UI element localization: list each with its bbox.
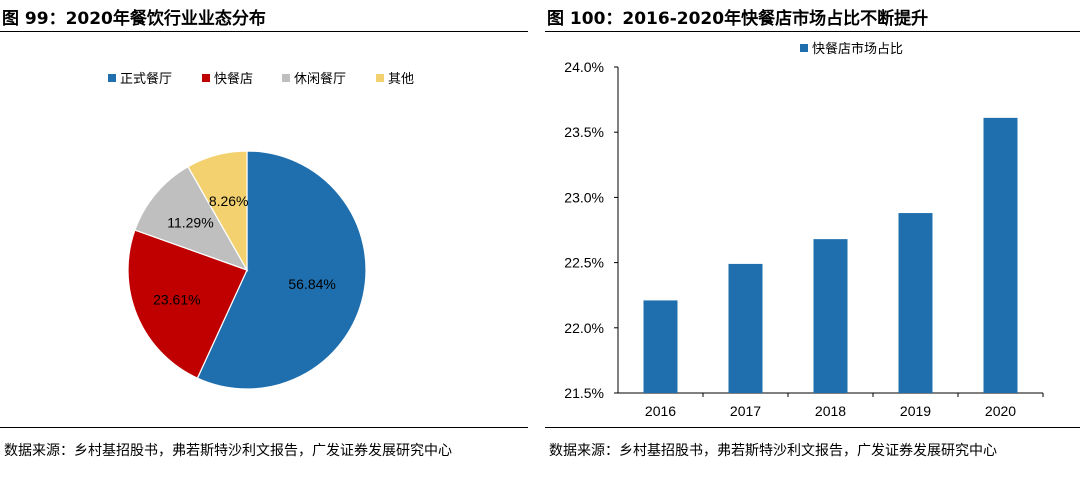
- right-top-rule: [545, 31, 1080, 32]
- right-chart-title: 图 100：2016-2020年快餐店市场占比不断提升: [547, 9, 929, 29]
- y-tick-label-0: 21.5%: [564, 385, 604, 401]
- x-tick-label-2018: 2018: [815, 403, 846, 419]
- x-tick-label-2016: 2016: [645, 403, 676, 419]
- pie-data-label-2: 11.29%: [167, 215, 213, 231]
- left-source-note: 数据来源：乡村基招股书，弗若斯特沙利文报告，广发证券发展研究中心: [4, 443, 452, 459]
- x-tick-label-2020: 2020: [985, 403, 1016, 419]
- left-top-rule: [0, 31, 528, 32]
- y-tick-label-1: 22.0%: [564, 320, 604, 336]
- pie-legend-label-3: 其他: [388, 72, 414, 87]
- x-tick-label-2019: 2019: [900, 403, 931, 419]
- bar-legend-swatch: [800, 44, 808, 52]
- right-panel: 图 100：2016-2020年快餐店市场占比不断提升 快餐店市场占比 21.5%…: [545, 0, 1080, 495]
- pie-legend-swatch-3: [376, 74, 384, 82]
- pie-slice-0: [196, 150, 367, 390]
- pie-chart: 正式餐厅 快餐店 休闲餐厅 其他 56.84% 23.61% 11.29% 8.26%: [108, 71, 414, 390]
- pie-slice-1: [127, 229, 248, 379]
- pie-data-label-0: 56.84%: [288, 276, 335, 292]
- bar-legend-label: 快餐店市场占比: [812, 41, 903, 57]
- y-tick-label-2: 22.5%: [564, 255, 604, 271]
- bar-chart: 快餐店市场占比 21.5% 22.0% 22.5% 23.0% 23.5% 24.0% 201…: [564, 41, 1044, 419]
- left-bottom-rule: [0, 427, 528, 428]
- bar-2016: [643, 300, 678, 393]
- pie-legend-label-2: 休闲餐厅: [294, 71, 346, 87]
- bar-2018: [813, 239, 848, 393]
- pie-data-label-3: 8.26%: [209, 193, 249, 209]
- pie-legend-swatch-0: [108, 74, 116, 82]
- pie-legend-label-0: 正式餐厅: [120, 71, 172, 87]
- right-bottom-rule: [545, 427, 1080, 428]
- pie-legend-label-1: 快餐店: [214, 71, 253, 87]
- pie-data-label-1: 23.61%: [153, 292, 200, 308]
- y-tick-label-5: 24.0%: [564, 59, 604, 75]
- bar-2020: [983, 117, 1018, 393]
- bar-2019: [898, 213, 933, 393]
- y-tick-label-4: 23.5%: [564, 124, 604, 140]
- left-chart-title: 图 99：2020年餐饮行业业态分布: [2, 9, 266, 29]
- left-panel: 图 99：2020年餐饮行业业态分布 正式餐厅 快餐店 休闲餐厅 其他 56.84% 23…: [0, 0, 528, 495]
- pie-legend-swatch-1: [202, 74, 210, 82]
- y-tick-label-3: 23.0%: [564, 189, 604, 205]
- pie-slice-2: [134, 165, 249, 272]
- pie-slice-3: [187, 150, 248, 273]
- x-tick-label-2017: 2017: [730, 403, 761, 419]
- pie-legend-swatch-2: [282, 74, 290, 82]
- bar-2017: [728, 263, 763, 393]
- right-source-note: 数据来源：乡村基招股书，弗若斯特沙利文报告，广发证券发展研究中心: [549, 443, 997, 459]
